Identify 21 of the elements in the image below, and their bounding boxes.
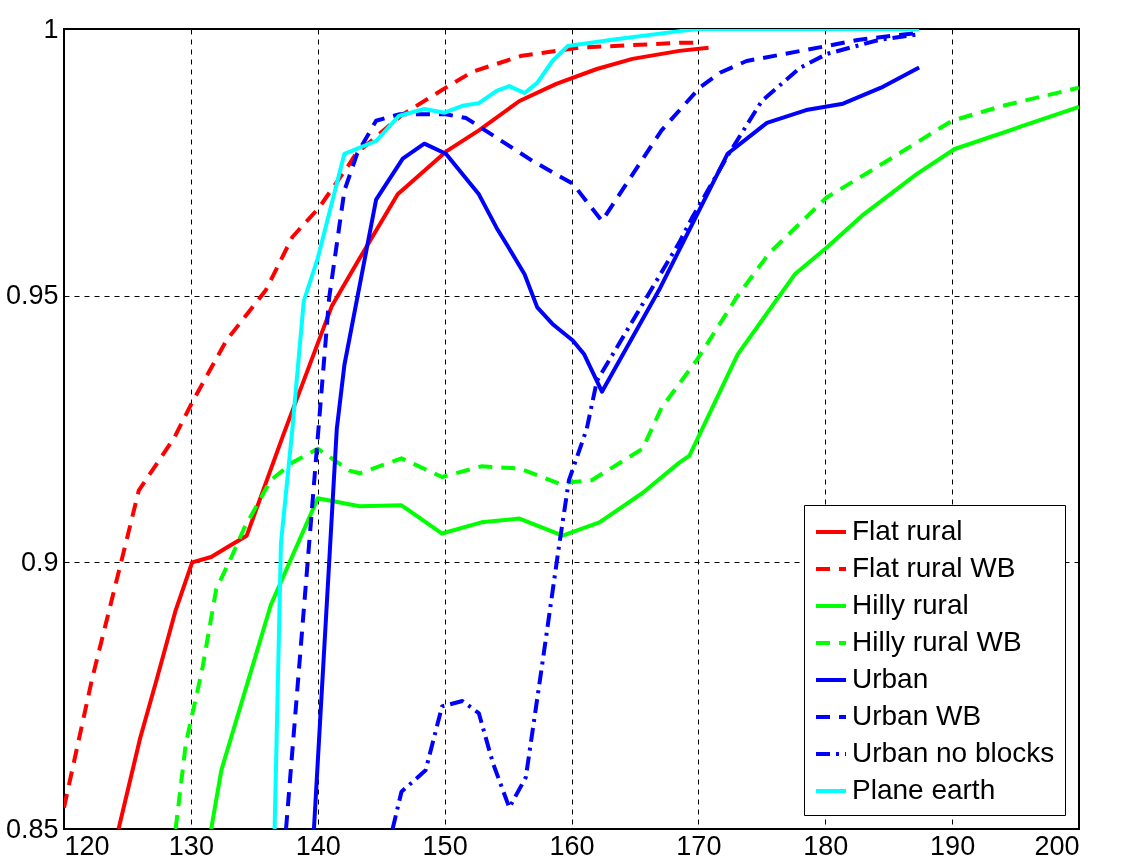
y-tick-label: 0.95 bbox=[5, 280, 59, 311]
x-tick-label: 140 bbox=[295, 830, 341, 861]
x-tick-label: 190 bbox=[930, 830, 976, 861]
x-tick-label: 200 bbox=[1034, 830, 1080, 861]
x-tick-label: 180 bbox=[803, 830, 849, 861]
legend-label: Plane earth bbox=[852, 774, 996, 805]
legend-label: Hilly rural WB bbox=[852, 626, 1022, 657]
y-tick-label: 0.85 bbox=[5, 813, 59, 844]
legend-label: Urban no blocks bbox=[852, 737, 1055, 768]
x-tick-label: 170 bbox=[676, 830, 722, 861]
y-tick-label: 1 bbox=[43, 13, 59, 44]
legend-label: Flat rural bbox=[852, 515, 963, 546]
legend-label: Urban bbox=[852, 663, 929, 694]
x-tick-label: 130 bbox=[168, 830, 214, 861]
x-tick-label: 160 bbox=[549, 830, 595, 861]
x-tick-label: 150 bbox=[422, 830, 468, 861]
legend-label: Flat rural WB bbox=[852, 552, 1016, 583]
y-tick-label: 0.9 bbox=[20, 546, 59, 577]
x-tick-label: 120 bbox=[64, 830, 110, 861]
legend-label: Hilly rural bbox=[852, 589, 969, 620]
legend-label: Urban WB bbox=[852, 700, 982, 731]
